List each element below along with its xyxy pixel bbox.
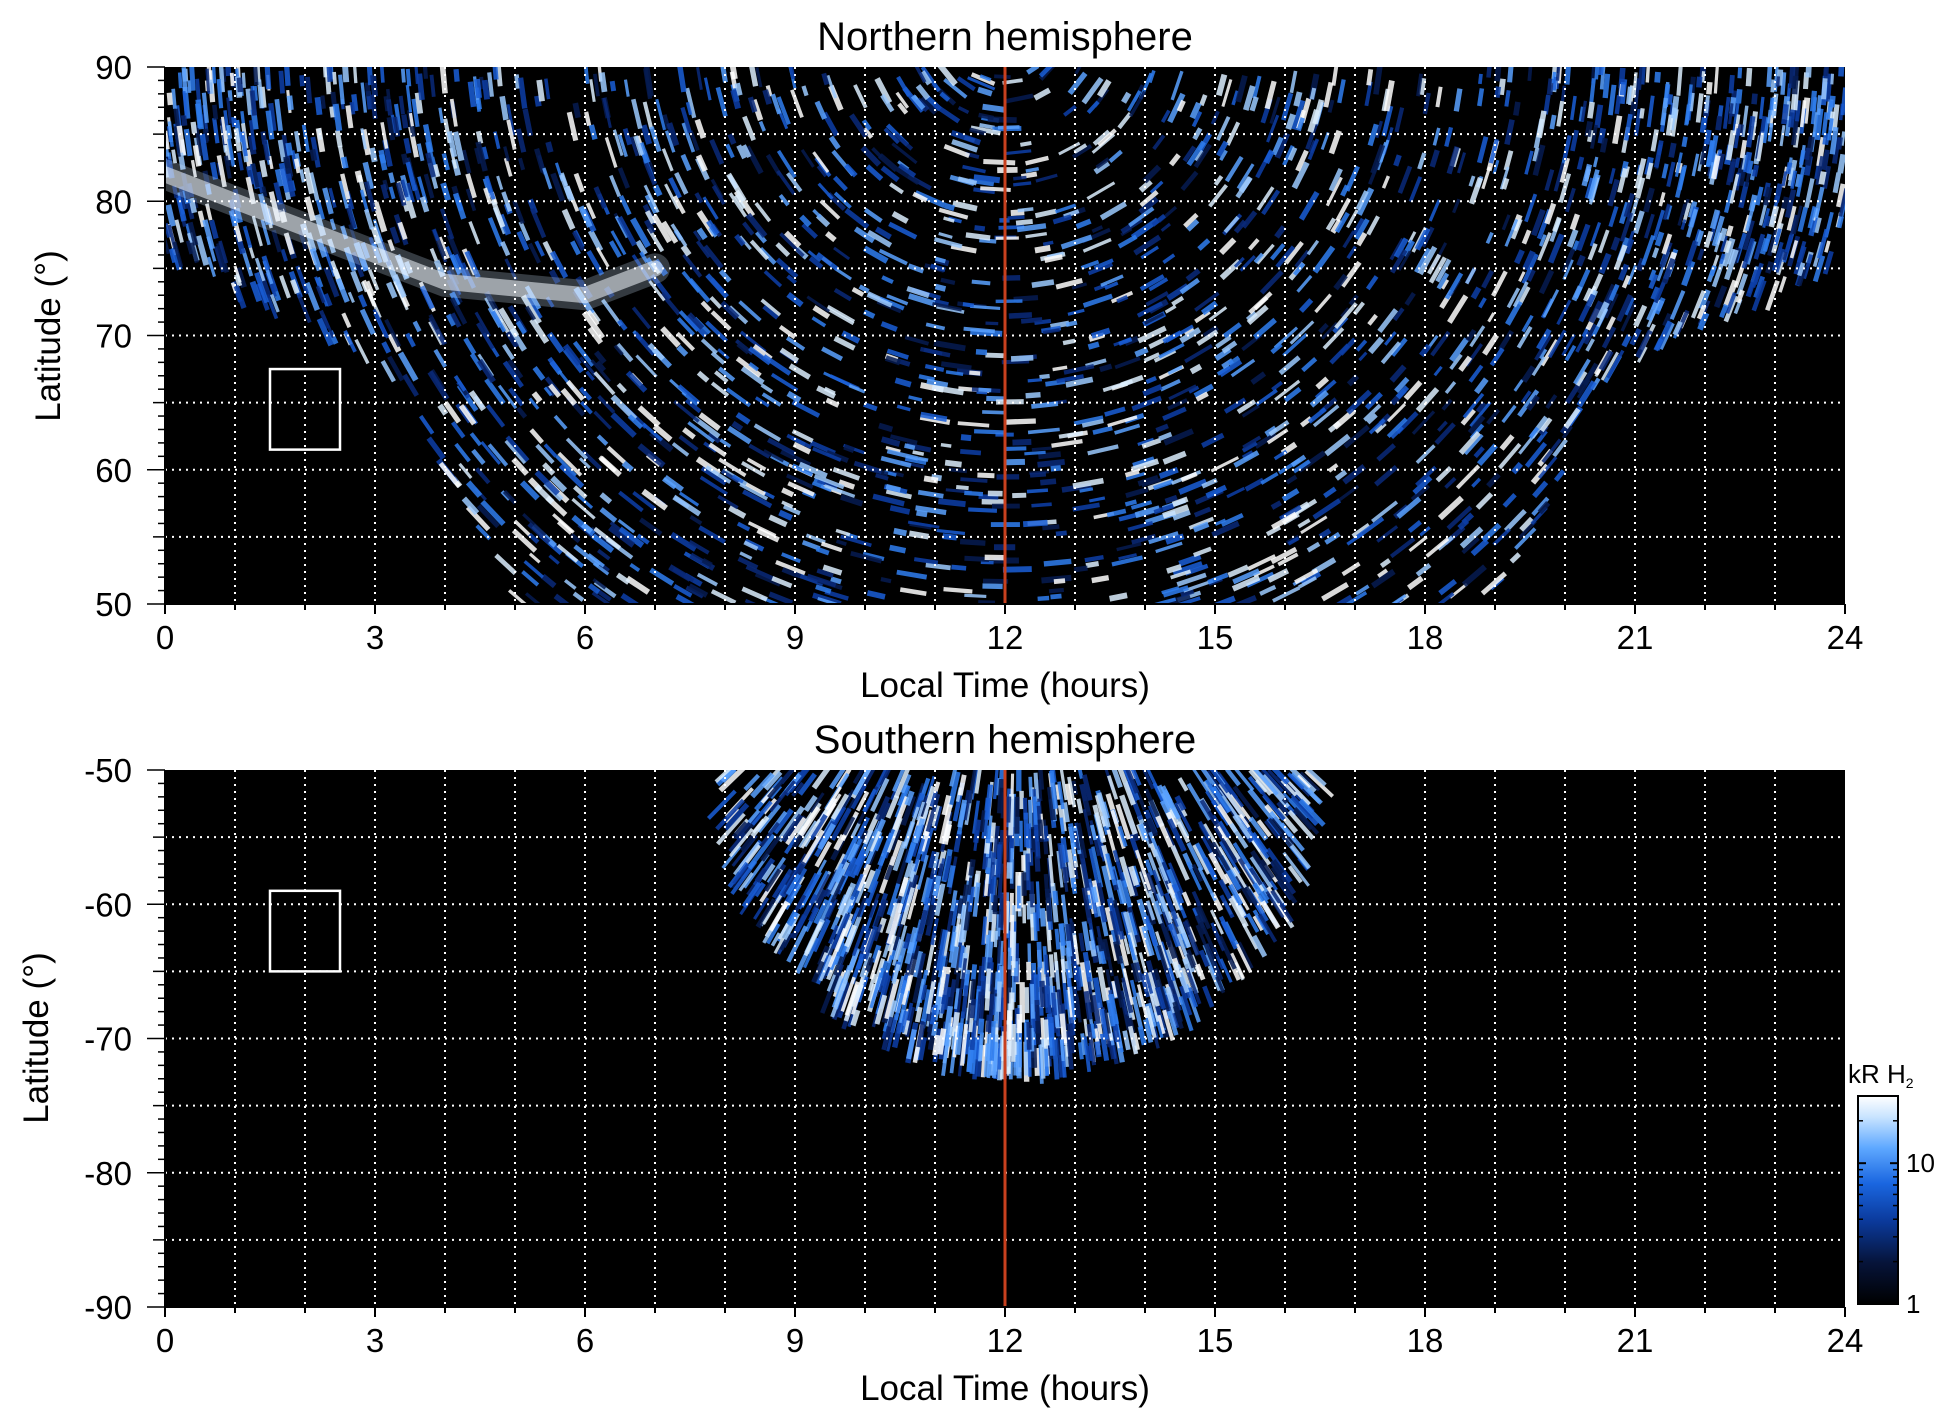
north-heatmap xyxy=(165,67,1845,604)
colorbar-gradient xyxy=(1857,1095,1899,1305)
y-tick-label: 90 xyxy=(95,49,132,86)
x-tick-label: 6 xyxy=(576,1322,594,1359)
x-tick-label: 9 xyxy=(786,619,804,656)
x-tick-label: 3 xyxy=(366,1322,384,1359)
x-tick-label: 18 xyxy=(1407,1322,1444,1359)
y-tick-label: -90 xyxy=(84,1289,132,1326)
x-tick-label: 15 xyxy=(1197,1322,1234,1359)
colorbar-tick-label: 10 xyxy=(1906,1148,1935,1178)
x-tick-label: 21 xyxy=(1617,619,1654,656)
x-tick-label: 12 xyxy=(987,619,1024,656)
x-tick-label: 0 xyxy=(156,1322,174,1359)
x-tick-label: 24 xyxy=(1827,1322,1864,1359)
y-tick-label: -50 xyxy=(84,752,132,789)
x-tick-label: 9 xyxy=(786,1322,804,1359)
colorbar-tick-label: 1 xyxy=(1906,1289,1920,1319)
south-heatmap xyxy=(706,770,1335,1084)
y-tick-label: 60 xyxy=(95,452,132,489)
y-tick-label: 50 xyxy=(95,586,132,623)
x-tick-label: 0 xyxy=(156,619,174,656)
x-tick-label: 21 xyxy=(1617,1322,1654,1359)
y-tick-label: 70 xyxy=(95,318,132,355)
x-tick-label: 18 xyxy=(1407,619,1444,656)
y-tick-label: -80 xyxy=(84,1155,132,1192)
x-tick-label: 3 xyxy=(366,619,384,656)
south-y-axis-label: Latitude (°) xyxy=(17,952,56,1124)
north-sample-box xyxy=(268,367,342,451)
south-title: Southern hemisphere xyxy=(814,718,1196,762)
colorbar-title: kR H2 xyxy=(1848,1059,1914,1091)
colorbar: kR H2 10 1 xyxy=(1848,1059,1935,1319)
x-tick-label: 24 xyxy=(1827,619,1864,656)
x-tick-label: 12 xyxy=(987,1322,1024,1359)
north-x-axis-label: Local Time (hours) xyxy=(860,666,1150,705)
x-tick-label: 6 xyxy=(576,619,594,656)
north-title: Northern hemisphere xyxy=(817,15,1193,59)
y-tick-label: -60 xyxy=(84,886,132,923)
x-tick-label: 15 xyxy=(1197,619,1234,656)
south-x-axis-label: Local Time (hours) xyxy=(860,1369,1150,1408)
north-panel: Northern hemisphere 0 3 6 9 12 15 18 21 24 50 60 70… xyxy=(29,15,1863,705)
colorbar-ticks: 10 1 xyxy=(1858,1095,1935,1319)
north-y-axis-label: Latitude (°) xyxy=(29,250,68,422)
y-tick-label: -70 xyxy=(84,1021,132,1058)
south-panel: Southern hemisphere 0 3 6 9 12 15 18 21 24 -50 -60… xyxy=(17,718,1863,1408)
y-tick-label: 80 xyxy=(95,183,132,220)
south-sample-box xyxy=(268,889,342,973)
north-axes: 0 3 6 9 12 15 18 21 24 50 60 70 80 90 xyxy=(95,49,1863,656)
south-axes: 0 3 6 9 12 15 18 21 24 -50 -60 -70 -80 -90 xyxy=(84,752,1863,1359)
